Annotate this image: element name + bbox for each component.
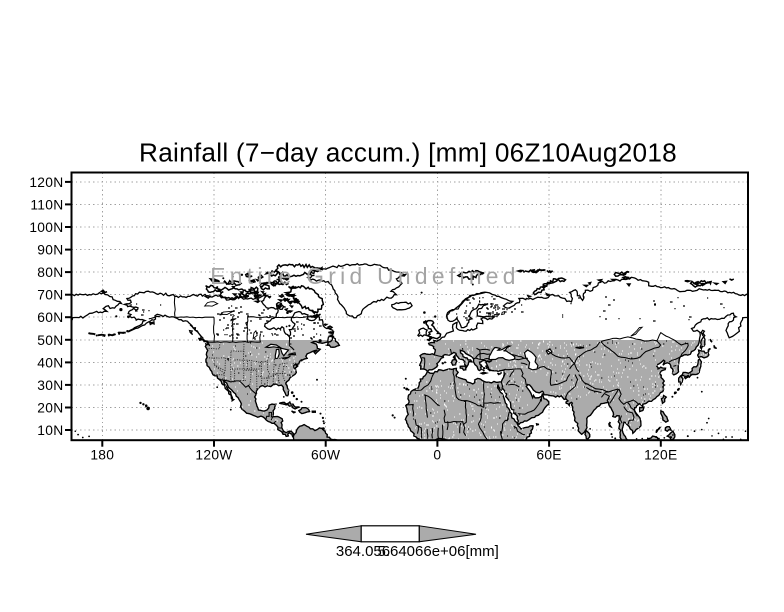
svg-text:90N: 90N <box>37 243 63 258</box>
svg-text:120E: 120E <box>644 448 677 463</box>
svg-text:60N: 60N <box>37 310 63 325</box>
svg-text:Entire Grid Undefined: Entire Grid Undefined <box>210 263 520 289</box>
svg-text:120N: 120N <box>29 175 63 190</box>
svg-text:60W: 60W <box>311 448 340 463</box>
svg-text:364.056: 364.056 <box>336 543 390 560</box>
svg-text:80N: 80N <box>37 265 63 280</box>
svg-text:10N: 10N <box>37 423 63 438</box>
svg-text:0: 0 <box>433 448 441 463</box>
svg-text:180: 180 <box>90 448 114 463</box>
svg-text:70N: 70N <box>37 288 63 303</box>
svg-text:30N: 30N <box>37 378 63 393</box>
svg-text:Rainfall (7−day accum.) [mm] 0: Rainfall (7−day accum.) [mm] 06Z10Aug201… <box>139 138 677 168</box>
svg-text:40N: 40N <box>37 355 63 370</box>
svg-text:120W: 120W <box>195 448 232 463</box>
svg-text:[mm]: [mm] <box>466 543 499 560</box>
svg-text:50N: 50N <box>37 333 63 348</box>
svg-text:60E: 60E <box>536 448 561 463</box>
svg-text:100N: 100N <box>29 220 63 235</box>
svg-text:110N: 110N <box>30 197 63 212</box>
svg-text:5.64066e+06: 5.64066e+06 <box>377 543 465 560</box>
svg-text:20N: 20N <box>37 401 63 416</box>
